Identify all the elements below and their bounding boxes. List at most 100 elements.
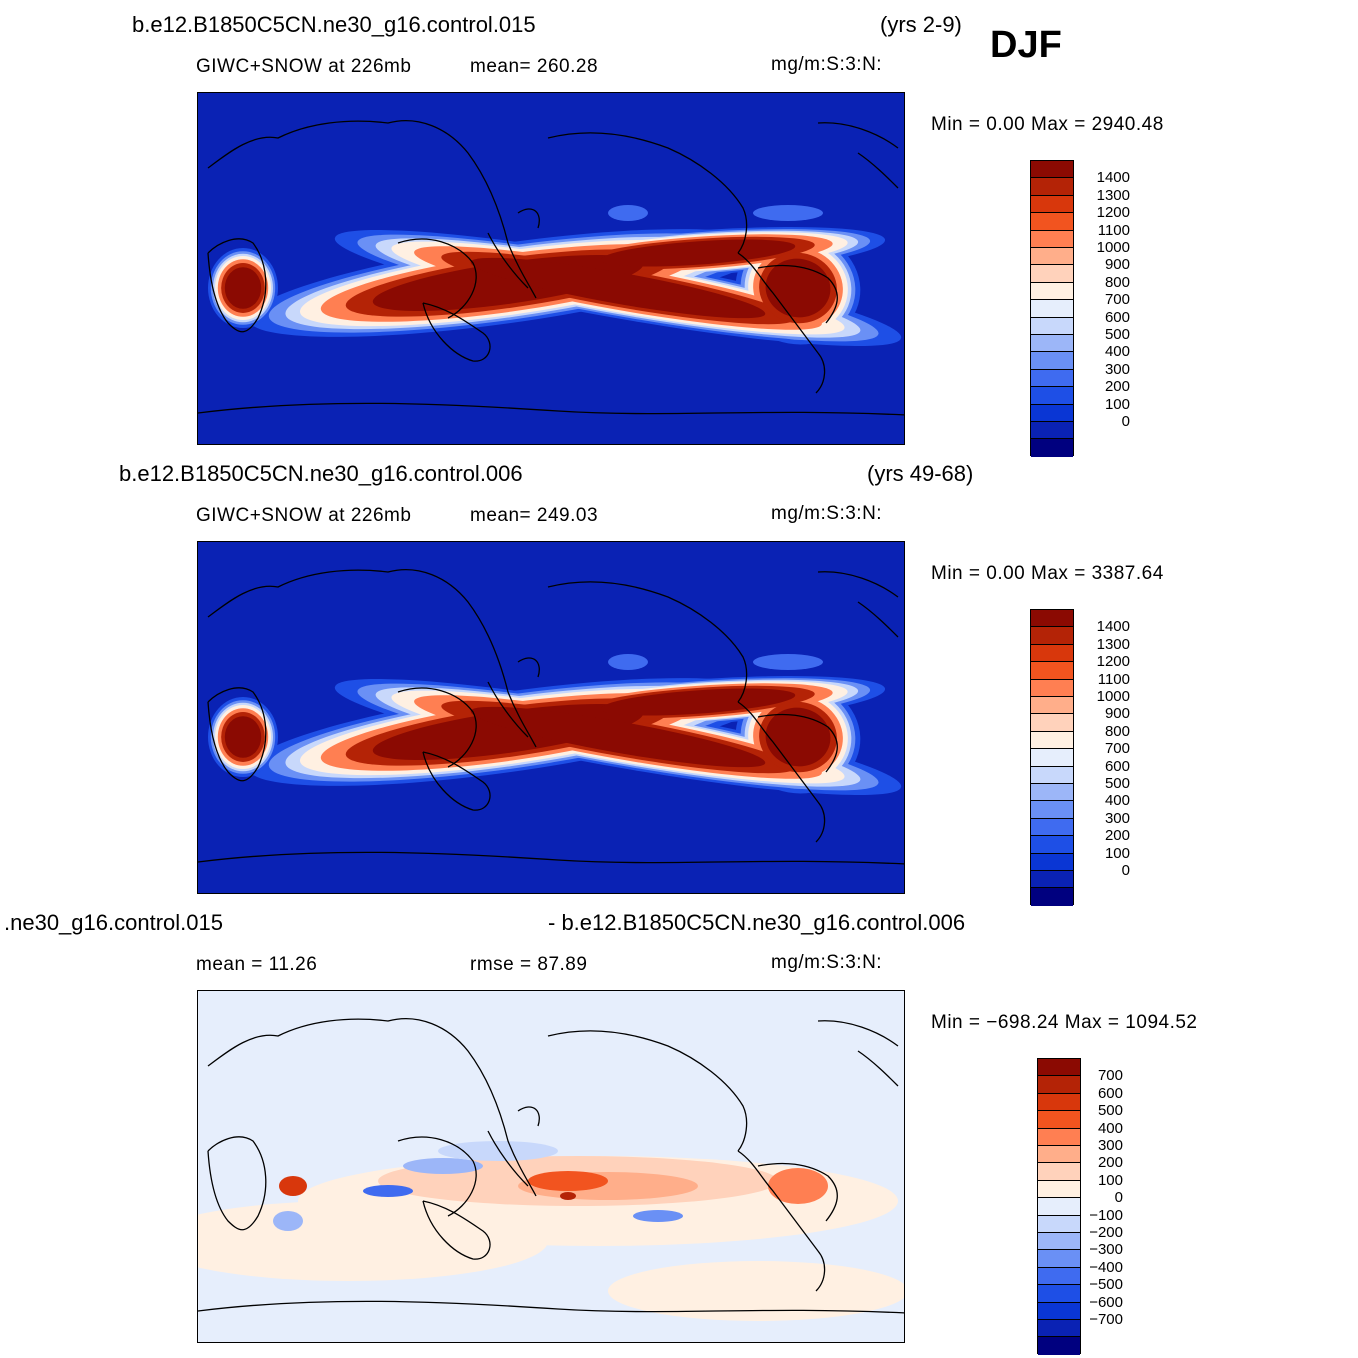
coastline [198,402,904,416]
colorbar-tick-label: 500 [1104,326,1130,343]
field-contour [560,1192,576,1200]
colorbar-swatch [1038,1198,1080,1216]
coastline [207,1136,267,1231]
colorbar-tick-label: 1200 [1096,204,1130,222]
colorbar-tick-label: −100 [1089,1206,1123,1224]
field-contour [403,1158,483,1174]
colorbar-tick-label: 900 [1104,705,1130,723]
coastline [207,687,267,782]
colorbar-tick-label: 600 [1104,757,1130,775]
coastline [757,264,838,324]
coastline [737,252,826,394]
panel-middle-map [197,541,905,894]
colorbar-tick-label: −700 [1089,1311,1123,1328]
colorbar-swatch [1031,610,1073,628]
field-contour [279,1176,307,1196]
colorbar-swatch [1031,178,1073,196]
panel-bottom-units: mg/m:S:3:N: [771,952,883,973]
colorbar-tick-label: 700 [1097,1067,1123,1085]
panel-top-map [197,92,905,445]
colorbar-swatches [1037,1058,1081,1355]
panel-bottom-case-subtrahend: - b.e12.B1850C5CN.ne30_g16.control.006 [548,910,966,935]
colorbar-tick-label: −200 [1089,1224,1123,1241]
panel-middle-map-svg [198,542,904,893]
colorbar-tick-label: 500 [1097,1102,1123,1120]
colorbar-tick-label: −600 [1089,1293,1123,1311]
field-contour [224,267,262,309]
coastline [198,1300,904,1314]
field-contour [608,205,648,221]
panel-bottom-mean: mean = 11.26 [196,954,318,975]
colorbar-swatch [1038,1146,1080,1164]
panel-top-case-title: b.e12.B1850C5CN.ne30_g16.control.015 [132,12,536,37]
colorbar-tick-label: 600 [1097,1084,1123,1102]
colorbar-swatch [1038,1059,1080,1077]
colorbar-swatch [1031,818,1073,837]
colorbar-swatch [1031,714,1073,732]
colorbar-tick-label: 100 [1104,395,1130,413]
field-contour [765,707,831,767]
colorbar-swatch [1038,1302,1080,1320]
colorbar-swatch [1031,697,1073,715]
colorbar-swatch [1031,627,1073,645]
colorbar-tick-label: 800 [1104,273,1130,291]
colorbar-swatch [1031,195,1073,214]
colorbar-swatch [1031,836,1073,854]
field-contour [753,654,823,670]
coastline [397,1136,477,1217]
colorbar-tick-label: 1000 [1096,239,1130,256]
coastline [737,1150,826,1292]
field-contour [470,706,766,768]
panel-bottom-minmax: Min = −698.24 Max = 1094.52 [931,1012,1198,1033]
field-contour [528,1171,608,1191]
field-contour [633,1210,683,1222]
coastline [487,657,540,738]
field-contour [438,1141,558,1161]
colorbar-swatch [1031,749,1073,767]
colorbar-swatch [1031,422,1073,440]
coastline [207,568,537,748]
panel-bottom-map-svg [198,991,904,1342]
panel-bottom-rmse: rmse = 87.89 [470,954,588,975]
panel-middle-case-title: b.e12.B1850C5CN.ne30_g16.control.006 [119,461,523,486]
colorbar-tick-label: 100 [1097,1171,1123,1189]
colorbar-swatch [1038,1337,1080,1355]
field-contour [363,1185,413,1197]
colorbar-tick-label: 1300 [1096,186,1130,204]
colorbar-swatch [1031,335,1073,353]
coastline [207,119,537,299]
colorbar-tick-label: 0 [1121,862,1130,879]
colorbar-swatch [1031,248,1073,266]
colorbar-swatch [1038,1320,1080,1338]
field-contour [765,258,831,318]
colorbar-tick-label: 400 [1104,343,1130,361]
colorbar-swatch [1031,161,1073,179]
field-contour [608,1261,904,1321]
field-contour [768,1168,828,1204]
season-label: DJF [990,24,1062,66]
coastline [547,581,748,703]
colorbar-tick-label: 200 [1097,1154,1123,1172]
colorbar-tick-label: −300 [1089,1241,1123,1259]
colorbar-swatch [1031,300,1073,318]
coastline [397,238,477,319]
colorbar-tick-label: 200 [1104,827,1130,845]
colorbar-tick-label: 700 [1104,291,1130,309]
coastline [207,238,267,333]
colorbar-tick-label: 1000 [1096,688,1130,705]
colorbar-tick-label: 1200 [1096,653,1130,671]
coastline [817,1020,899,1087]
colorbar-swatch [1031,766,1073,784]
panel-bottom-map [197,990,905,1343]
colorbar-tick-label: 1400 [1096,169,1130,187]
coastline [817,571,899,638]
coastline [547,132,748,254]
panel-middle-units: mg/m:S:3:N: [771,503,883,524]
colorbar-swatch [1038,1163,1080,1181]
colorbar-tick-label: 500 [1104,775,1130,792]
colorbar-swatch [1038,1180,1080,1199]
colorbar-swatches [1030,160,1074,457]
panel-middle-mean: mean= 249.03 [470,505,599,526]
colorbar-swatch [1038,1128,1080,1146]
panel-top-years: (yrs 2-9) [880,12,962,37]
